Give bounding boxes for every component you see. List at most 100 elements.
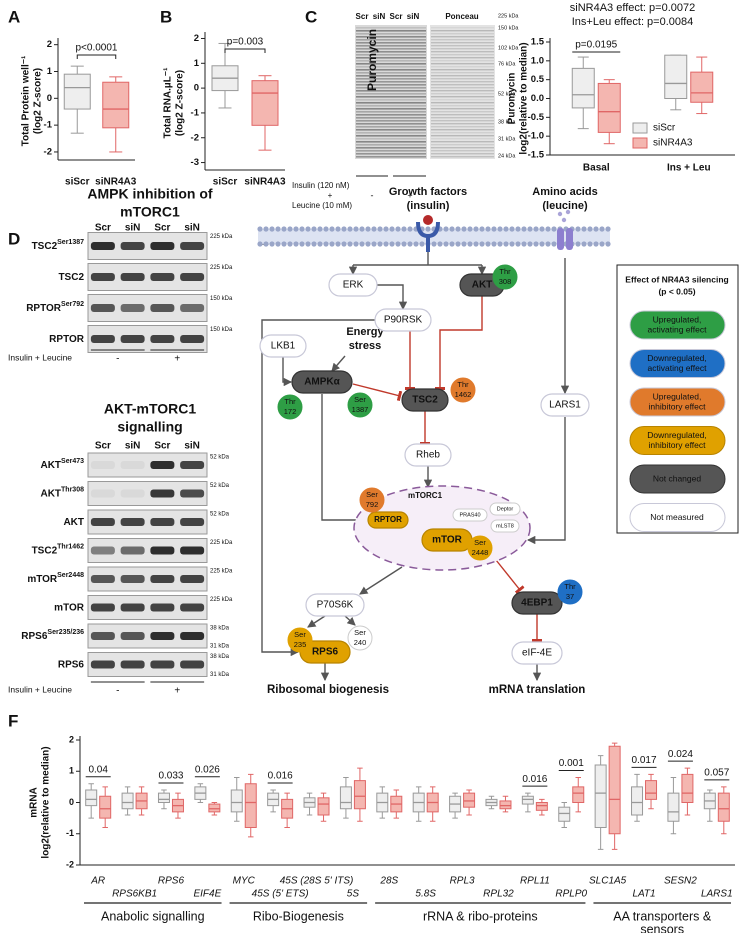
blot-band	[356, 69, 426, 71]
membrane-lipid	[377, 226, 383, 232]
blot-band	[431, 123, 494, 125]
membrane-lipid	[275, 226, 281, 232]
blot-band	[356, 60, 426, 62]
x-tick-label: siScr	[65, 177, 90, 188]
site-residue: Ser	[354, 628, 366, 637]
lane-label: siN	[184, 441, 200, 452]
membrane-lipid	[293, 241, 299, 247]
membrane-lipid	[485, 226, 491, 232]
membrane-lipid	[335, 241, 341, 247]
arrow	[321, 394, 368, 525]
x-tick-label: AR	[90, 876, 105, 887]
x-tick-label: siNR4A3	[95, 177, 137, 188]
box	[63, 73, 91, 110]
blot-band	[431, 69, 494, 71]
group-label: rRNA & ribo-proteins	[423, 909, 538, 923]
legend-item	[629, 503, 726, 532]
membrane-lipid	[293, 226, 299, 232]
x-tick-label: siScr	[213, 177, 238, 188]
blot-band	[431, 84, 494, 86]
blot-band	[431, 102, 494, 104]
blot-band	[431, 78, 494, 80]
node-label: RPTOR	[374, 515, 402, 524]
blot-band	[90, 304, 115, 312]
x-tick-label: RPL32	[483, 889, 514, 900]
lane-label: Scr	[154, 441, 170, 452]
row-label: RPS6Ser235/236	[21, 629, 84, 642]
input-label: (leucine)	[542, 200, 588, 212]
y-axis-label: mRNA	[29, 787, 40, 818]
membrane-lipid	[263, 226, 269, 232]
arrow	[282, 357, 293, 387]
marker-label: 150 kDa	[498, 25, 519, 31]
blot-band	[150, 603, 175, 612]
pathway-node	[511, 591, 563, 615]
pathway-node	[328, 273, 378, 297]
box	[631, 786, 644, 816]
blot-band	[356, 132, 426, 134]
blot-band	[150, 575, 175, 583]
box	[85, 789, 98, 807]
blot-band	[120, 335, 145, 343]
x-tick-label: 5S	[347, 889, 360, 900]
blot-title: mTORC1	[120, 204, 180, 220]
box	[664, 54, 688, 99]
blot-band	[180, 603, 205, 612]
protein-name: RPS6	[21, 631, 48, 642]
marker-label: 102 kDa	[498, 45, 519, 51]
phospho-site: Ser473	[61, 458, 84, 465]
inhibition	[495, 559, 525, 594]
blot-band	[90, 461, 115, 469]
blot-band	[431, 132, 494, 134]
y-tick-label: -1.5	[528, 150, 545, 161]
membrane-lipid	[287, 226, 293, 232]
blot-band	[431, 111, 494, 113]
membrane-lipid	[509, 241, 515, 247]
box	[157, 792, 170, 803]
condition-label: +	[174, 354, 180, 365]
protein-name: RPTOR	[49, 334, 85, 345]
treatment-label: Insulin (120 nM)	[292, 181, 350, 190]
box	[251, 80, 279, 126]
blot-band	[180, 335, 205, 343]
blot-band	[431, 81, 494, 83]
arrow	[261, 319, 375, 657]
row-label: RPTORSer792	[26, 301, 84, 314]
x-tick-label: RPS6KB1	[112, 889, 157, 900]
marker-label: 225 kDa	[210, 234, 233, 240]
blot-band	[431, 93, 494, 95]
p-value: 0.04	[88, 764, 108, 775]
membrane-lipid	[587, 241, 593, 247]
membrane-lipid	[275, 241, 281, 247]
marker-label: 225 kDa	[210, 569, 233, 575]
blot-band	[431, 57, 494, 59]
y-tick-label: 1	[194, 58, 200, 69]
panel-letter: D	[8, 229, 20, 248]
condition-label: -	[371, 190, 374, 200]
y-tick-label: 0	[194, 83, 199, 94]
blot-band	[356, 63, 426, 65]
x-tick-label: 5.8S	[415, 889, 436, 900]
membrane-lipid	[587, 226, 593, 232]
site-position: 240	[354, 638, 367, 647]
p-value: 0.016	[268, 771, 293, 782]
y-tick-label: -2	[44, 146, 52, 157]
row-label: mTORSer2448	[27, 572, 84, 585]
y-tick-label: -3	[191, 157, 199, 168]
blot-band	[431, 96, 494, 98]
membrane-lipid	[479, 241, 485, 247]
condition-label: -	[116, 686, 119, 697]
group-label: sensors	[640, 922, 684, 933]
membrane-lipid	[545, 241, 551, 247]
marker-label: 225 kDa	[498, 13, 519, 19]
blot-title: AKT-mTORC1	[104, 401, 197, 417]
y-axis-label: Total RNA.µL⁻¹	[163, 67, 174, 139]
marker-label: 52 kDa	[210, 455, 230, 461]
phospho-site	[492, 264, 518, 290]
legend-item-label: Upregulated,	[653, 314, 702, 324]
site-position: 308	[499, 277, 512, 286]
blot-band	[356, 156, 426, 158]
blot-band	[90, 546, 115, 555]
membrane-lipid	[467, 226, 473, 232]
membrane-lipid	[539, 226, 545, 232]
